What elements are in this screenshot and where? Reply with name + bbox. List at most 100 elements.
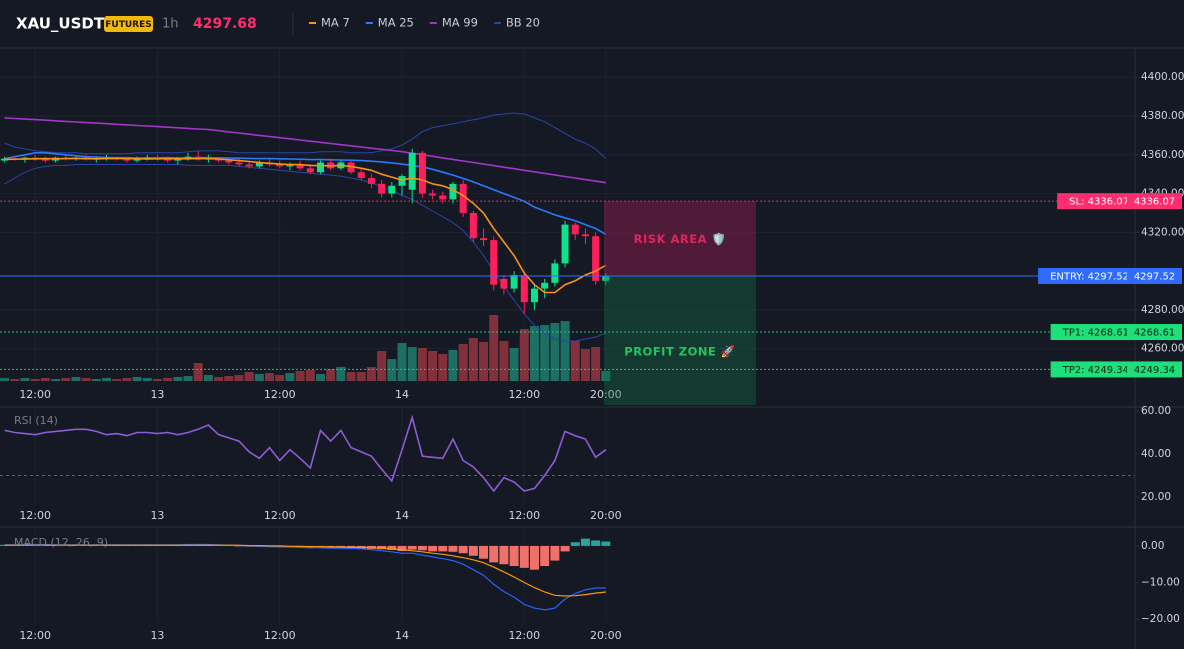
candle-body (408, 152, 416, 190)
level-label: TP2: 4249.34 (1062, 365, 1129, 376)
x-tick-label: 14 (395, 509, 409, 522)
candle-body (184, 156, 192, 159)
y-tick-label: 4260.00 (1141, 343, 1184, 355)
legend: MA 7 MA 25 MA 99 BB 20 (309, 16, 540, 30)
volume-bar (509, 348, 519, 381)
histogram-bar (479, 545, 489, 559)
volume-bar (458, 344, 468, 381)
histogram-bar (407, 545, 417, 550)
volume-bar (61, 378, 71, 381)
ma-line (4, 117, 606, 184)
volume-bar (51, 379, 61, 381)
x-tick-label: 12:00 (508, 629, 540, 642)
volume-bar (407, 347, 417, 381)
volume-bar (570, 341, 580, 381)
histogram-bar (570, 542, 580, 546)
pane-title: MACD (12, 26, 9) (14, 536, 108, 549)
level-price-bg (1127, 193, 1182, 210)
volume-bar (529, 326, 539, 381)
x-tick-label: 12:00 (264, 388, 296, 401)
y-tick-label: 4320.00 (1141, 226, 1184, 238)
candle-body (388, 185, 396, 194)
x-tick-label: 12:00 (19, 509, 51, 522)
volume-bar (560, 321, 570, 381)
x-tick-label: 13 (150, 388, 164, 401)
level-price: 4297.52 (1134, 271, 1175, 282)
candle-body (490, 240, 498, 285)
candle-body (143, 157, 151, 159)
last-price: 4297.68 (193, 16, 257, 32)
candle-body (500, 278, 508, 289)
y-tick-label: −20.00 (1141, 613, 1180, 625)
x-tick-label: 12:00 (264, 509, 296, 522)
level-label: ENTRY: 4297.52 (1050, 271, 1129, 282)
histogram-bar (468, 545, 478, 556)
x-tick-label: 14 (395, 629, 409, 642)
candle-body (520, 275, 528, 303)
volume-bar (265, 373, 275, 381)
symbol: XAU_USDT (16, 15, 105, 33)
volume-bar (285, 373, 295, 381)
x-tick-label: 14 (395, 388, 409, 401)
candle-body (418, 152, 426, 194)
volume-bar (183, 376, 193, 381)
volume-bar (234, 375, 244, 381)
y-tick-label: 60.00 (1141, 405, 1171, 417)
level-label: SL: 4336.07 (1069, 197, 1129, 208)
volume-bar (601, 371, 611, 381)
level-label: TP1: 4268.61 (1062, 328, 1129, 339)
histogram-bar (540, 545, 550, 567)
rsi-line (4, 414, 607, 493)
histogram-bar (509, 545, 519, 567)
volume-bar (0, 378, 10, 381)
volume-bar (122, 378, 132, 381)
candle-body (561, 224, 569, 264)
x-tick-label: 12:00 (19, 629, 51, 642)
volume-bar (489, 315, 499, 381)
volume-bar (71, 377, 81, 381)
volume-bar (214, 377, 224, 381)
histogram-bar (417, 545, 427, 551)
y-tick-label: 4360.00 (1141, 149, 1184, 161)
candle-body (398, 176, 406, 186)
histogram-bar (448, 545, 458, 552)
volume-bar (295, 371, 305, 381)
ma-line (4, 157, 607, 294)
candle-body (1, 158, 9, 161)
ma-line (4, 152, 607, 235)
candle-body (225, 160, 233, 163)
volume-bar (152, 379, 162, 381)
level-price: 4249.34 (1134, 365, 1175, 376)
level-price-bg (1127, 324, 1182, 341)
candle-body (367, 178, 375, 184)
volume-bar (519, 329, 529, 381)
y-tick-label: 0.00 (1141, 540, 1164, 552)
volume-bar (326, 369, 336, 381)
legend-label: MA 25 (378, 16, 414, 30)
candle-body (571, 224, 579, 235)
candle-body (510, 275, 518, 289)
volume-bar (540, 325, 550, 381)
y-tick-label: 4380.00 (1141, 110, 1184, 122)
volume-bar (224, 376, 234, 381)
level-label-bg (1038, 267, 1129, 284)
interval[interactable]: 1h (162, 17, 179, 32)
level-label-bg (1057, 193, 1129, 210)
candle-body (541, 282, 549, 289)
candle-body (449, 183, 457, 200)
volume-bar (346, 372, 356, 381)
volume-bar (377, 351, 387, 381)
volume-bar (163, 378, 173, 381)
volume-bar (591, 347, 601, 381)
candle-body (296, 164, 304, 169)
zone-label: RISK AREA 🛡️ (634, 232, 727, 246)
volume-bar (387, 359, 397, 381)
histogram-bar (387, 545, 397, 550)
volume-bar (417, 348, 427, 381)
level-label-bg (1050, 361, 1129, 378)
histogram-bar (519, 545, 529, 568)
x-tick-label: 20:00 (590, 388, 622, 401)
y-tick-label: 4280.00 (1141, 304, 1184, 316)
